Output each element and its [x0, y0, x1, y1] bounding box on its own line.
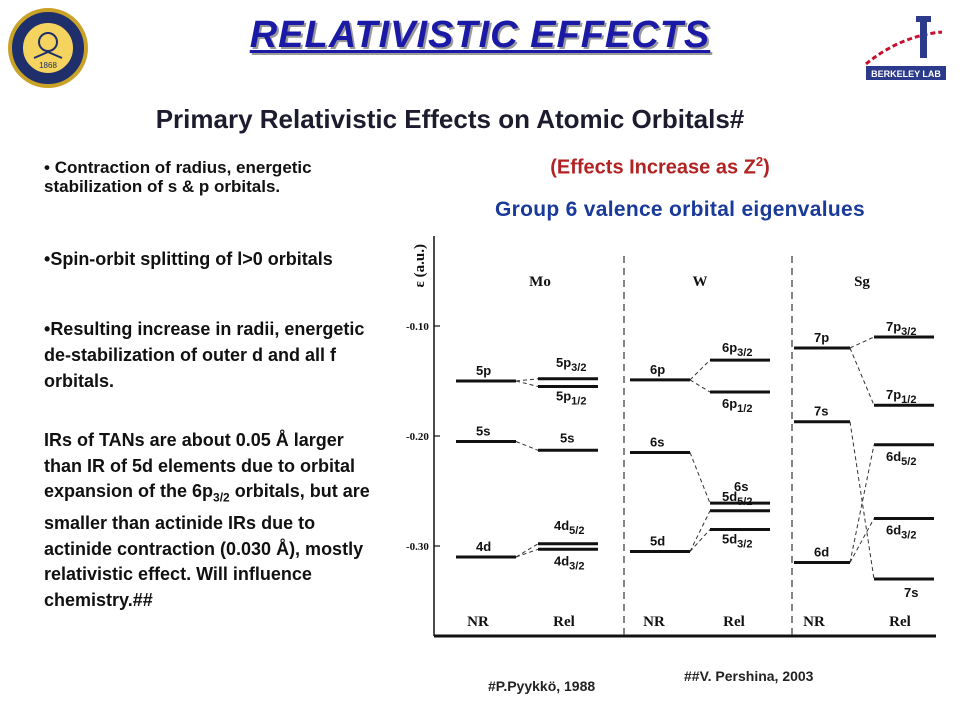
level-label-nr: 5d [650, 534, 665, 549]
level-label-rel: 7p3/2 [886, 319, 916, 338]
diagram-heading: Group 6 valence orbital eigenvalues [495, 198, 865, 221]
level-label-rel: 6d3/2 [886, 523, 916, 542]
level-label-rel: 5p3/2 [556, 355, 586, 374]
ionic-radii-paragraph: IRs of TANs are about 0.05 Å larger than… [44, 428, 380, 613]
level-connector [689, 529, 711, 552]
column-label-rel: Rel [553, 614, 575, 630]
y-axis-label: ε (a.u.) [412, 244, 428, 288]
level-label-nr: 6s [650, 435, 664, 450]
level-label-rel: 6p1/2 [722, 396, 752, 415]
effects-note: (Effects Increase as Z2) [480, 154, 840, 180]
slide-title: RELATIVISTIC EFFECTS [249, 14, 711, 56]
level-label-rel: 6d5/2 [886, 449, 916, 468]
level-label-nr: 6p [650, 362, 665, 377]
level-label-rel: 5d5/2 [722, 489, 752, 508]
element-title-mo: Mo [529, 274, 551, 290]
level-label-nr: 5s [476, 424, 490, 439]
level-connector [515, 548, 539, 558]
level-label-nr: 5p [476, 363, 491, 378]
slide-subtitle: Primary Relativistic Effects on Atomic O… [155, 104, 745, 134]
paragraph-pre: IRs of TANs are about 0.05 Å larger than… [44, 430, 356, 501]
level-connector [849, 518, 875, 563]
level-label-nr: 7p [814, 330, 829, 345]
university-seal-logo: 1868 [8, 8, 88, 88]
y-tick-label: -0.30 [406, 541, 429, 553]
svg-text:1868: 1868 [39, 61, 57, 70]
level-label-rel: 6p3/2 [722, 340, 752, 359]
bullet-1-text: Contraction of radius, energetic stabili… [44, 158, 312, 196]
level-connector [849, 347, 875, 406]
bullet-2-text: Spin-orbit splitting of l>0 orbitals [50, 249, 333, 269]
level-label-nr: 6d [814, 545, 829, 560]
y-tick-label: -0.20 [406, 431, 429, 443]
effects-sup: 2 [755, 154, 764, 169]
orbital-energy-diagram: ε (a.u.) -0.10 -0.20 -0.30 Mo NR Rel 5p 5s 4d W NR… [406, 236, 936, 638]
effects-suffix: ) [763, 156, 770, 179]
level-label-rel: 5p1/2 [556, 389, 586, 408]
bullet-3-text: Resulting increase in radii, energetic d… [44, 319, 365, 391]
level-connector [515, 543, 539, 558]
bullet-3: •Resulting increase in radii, energetic … [44, 319, 365, 391]
level-label-rel: 5d3/2 [722, 532, 752, 551]
level-connector [515, 378, 539, 382]
element-title-w: W [693, 274, 708, 290]
column-label-nr: NR [803, 614, 825, 630]
paragraph-sub: 3/2 [213, 490, 230, 505]
bullet-2: •Spin-orbit splitting of l>0 orbitals [44, 249, 333, 269]
column-label-nr: NR [643, 614, 665, 630]
y-tick-label: -0.10 [406, 321, 429, 333]
bullet-1: • Contraction of radius, energetic stabi… [44, 158, 312, 196]
level-connector [689, 379, 711, 393]
level-connector [689, 510, 711, 552]
paragraph-post: orbitals, but are smaller than actinide … [44, 481, 370, 610]
level-label-rel: 7s [904, 585, 918, 600]
element-title-sg: Sg [854, 274, 870, 290]
column-label-rel: Rel [889, 614, 911, 630]
level-connector [849, 336, 875, 349]
reference-pyykko: #P.Pyykkö, 1988 [488, 678, 596, 694]
svg-text:BERKELEY LAB: BERKELEY LAB [871, 69, 941, 79]
column-label-rel: Rel [723, 614, 745, 630]
level-label-nr: 4d [476, 539, 491, 554]
level-connector [515, 380, 539, 387]
berkeley-lab-logo: BERKELEY LAB [865, 16, 946, 80]
level-label-rel: 5s [560, 430, 574, 445]
level-label-rel: 7p1/2 [886, 387, 916, 406]
level-label-rel: 4d3/2 [554, 553, 584, 572]
level-connector [689, 359, 711, 381]
level-connector [849, 421, 875, 580]
effects-prefix: (Effects Increase as Z [550, 156, 756, 179]
level-connector [515, 441, 539, 451]
level-label-nr: 7s [814, 404, 828, 419]
level-connector [689, 452, 711, 504]
level-label-rel: 6s [734, 479, 748, 494]
level-connector [849, 444, 875, 563]
level-label-rel: 4d5/2 [554, 518, 584, 537]
column-label-nr: NR [467, 614, 489, 630]
reference-pershina: ##V. Pershina, 2003 [684, 668, 814, 684]
